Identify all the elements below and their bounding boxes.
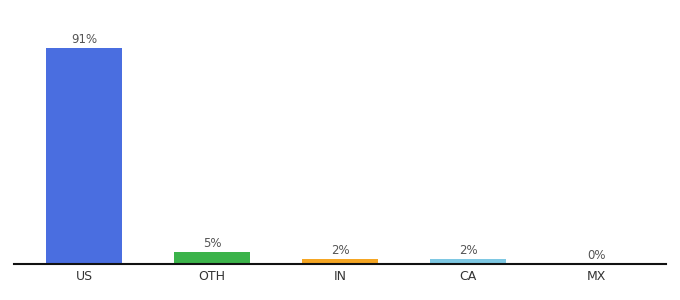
Bar (430, 259, 507, 264)
Text: 5%: 5% (203, 237, 221, 250)
Text: 91%: 91% (71, 33, 97, 46)
Bar (173, 252, 250, 264)
Bar (302, 259, 378, 264)
Text: 0%: 0% (587, 249, 605, 262)
Text: 2%: 2% (459, 244, 477, 257)
Text: 2%: 2% (330, 244, 350, 257)
Bar (46, 48, 122, 264)
